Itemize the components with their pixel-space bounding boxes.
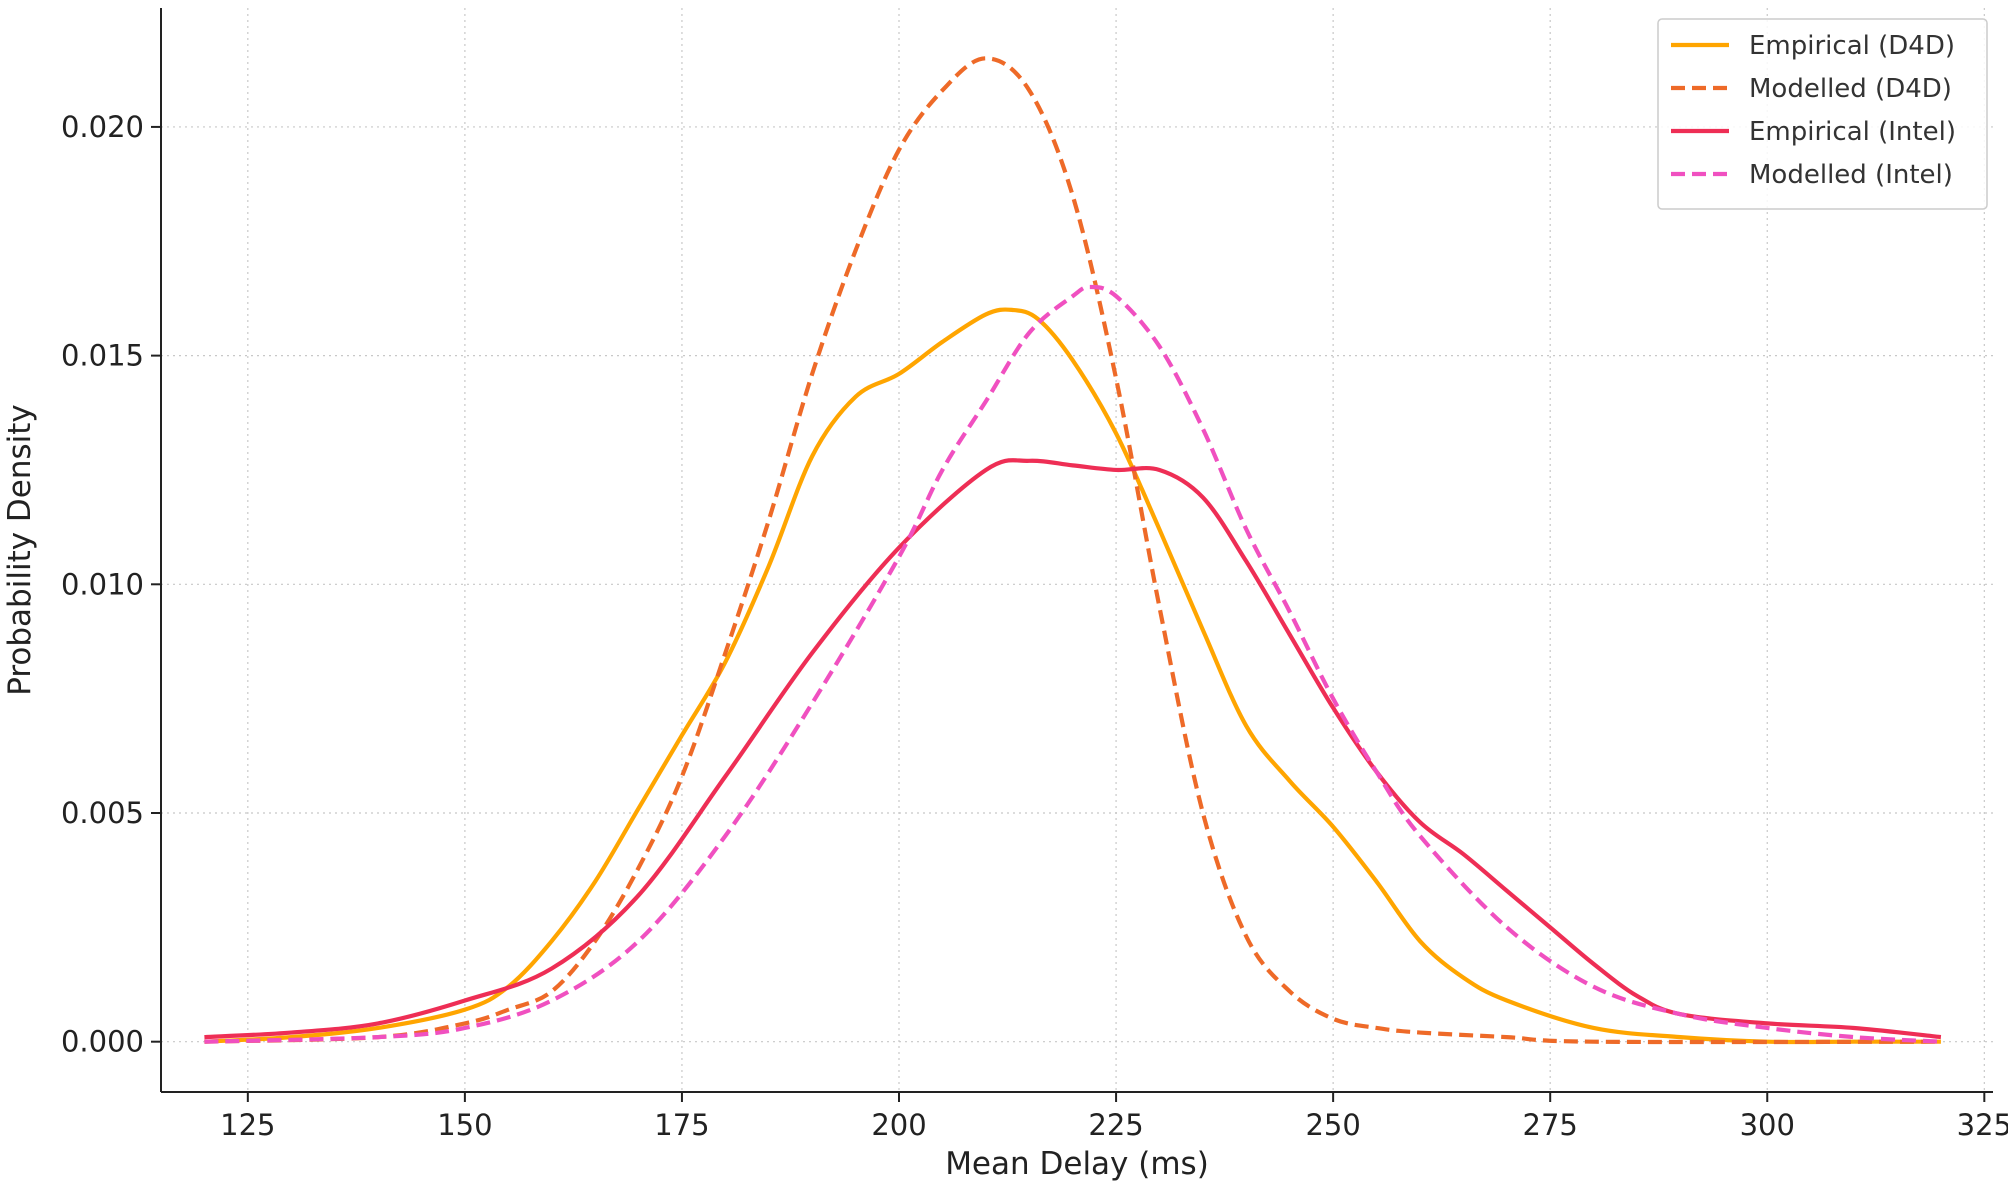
y-axis-title: Probability Density — [2, 404, 38, 696]
x-tick-label: 150 — [437, 1108, 492, 1142]
x-tick-label: 225 — [1088, 1108, 1143, 1142]
tick-labels: 125 150 175 200 225 250 275 300 325 0.000 0.005 0.0… — [61, 110, 2008, 1142]
series-line-1 — [204, 307, 1941, 1045]
series-lines — [204, 56, 1942, 1045]
x-tick-label: 175 — [654, 1108, 709, 1142]
legend-label: Modelled (D4D) — [1749, 74, 1952, 104]
y-tick-label: 0.005 — [61, 796, 144, 830]
x-tick-label: 325 — [1957, 1108, 2008, 1142]
x-tick-label: 250 — [1305, 1108, 1360, 1142]
x-axis-title: Mean Delay (ms) — [945, 1146, 1209, 1182]
x-tick-label: 300 — [1740, 1108, 1795, 1142]
axes — [160, 8, 1993, 1093]
legend: Empirical (D4D) Modelled (D4D) Empirical (… — [1657, 18, 1988, 210]
series-line-2 — [204, 56, 1941, 1045]
legend-box — [1657, 18, 1988, 210]
y-tick-label: 0.010 — [61, 567, 144, 601]
y-tick-label: 0.000 — [61, 1025, 144, 1059]
legend-label: Modelled (Intel) — [1749, 160, 1953, 190]
legend-label: Empirical (Intel) — [1749, 117, 1956, 147]
y-tick-label: 0.015 — [61, 339, 144, 373]
legend-label: Empirical (D4D) — [1749, 31, 1955, 61]
x-tick-label: 125 — [220, 1108, 275, 1142]
series-line-3 — [204, 458, 1942, 1040]
x-tick-label: 275 — [1523, 1108, 1578, 1142]
y-tick-label: 0.020 — [61, 110, 144, 144]
series-line-4 — [204, 284, 1942, 1044]
x-tick-label: 200 — [871, 1108, 926, 1142]
